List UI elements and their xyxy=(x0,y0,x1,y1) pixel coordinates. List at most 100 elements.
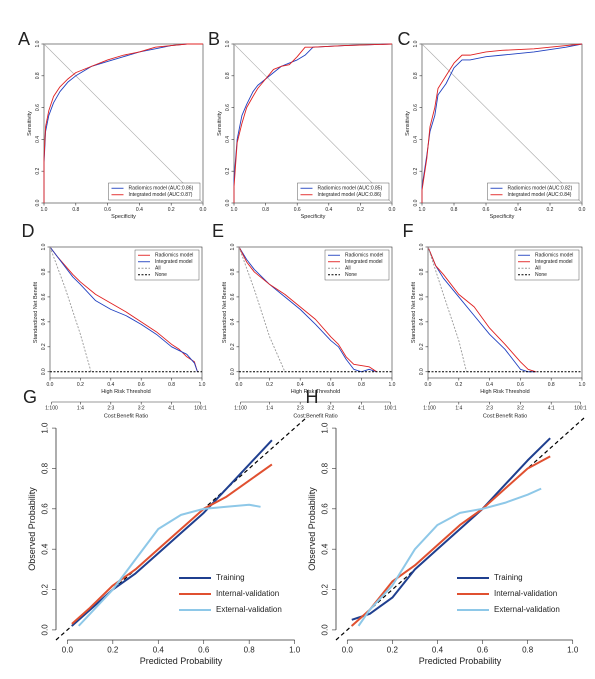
x-tick-label: 0.0 xyxy=(389,207,396,213)
x-axis-title: Specificity xyxy=(490,214,515,220)
x-tick-label: 0.6 xyxy=(138,382,145,388)
plot-frame xyxy=(49,246,203,379)
y-tick-label: 0.2 xyxy=(419,343,425,350)
y-tick-label: 0.4 xyxy=(419,318,425,325)
reference-diagonal xyxy=(43,43,204,204)
y-tick-label: 0.2 xyxy=(230,343,236,350)
x-axis-title: High Risk Threshold xyxy=(101,389,150,395)
series-line xyxy=(427,246,467,372)
x2-tick-label: 3:2 xyxy=(517,405,524,411)
legend-label: Integrated model xyxy=(345,259,383,265)
y-tick-label: 0.2 xyxy=(35,168,41,175)
legend-label: All xyxy=(345,266,351,272)
series-line xyxy=(49,246,198,372)
x-tick-label: 0.2 xyxy=(77,382,84,388)
y-tick-label: 0.4 xyxy=(225,136,231,143)
y-tick-label: 1.0 xyxy=(225,40,231,47)
legend-label: All xyxy=(155,266,161,272)
x2-tick-label: 3:2 xyxy=(138,405,145,411)
x-tick-label: 0.8 xyxy=(244,646,256,655)
y-tick-label: 0.0 xyxy=(41,368,47,375)
reference-diagonal xyxy=(421,43,583,204)
x2-tick-label: 3:2 xyxy=(327,405,334,411)
x-tick-label: 0.8 xyxy=(522,646,534,655)
x-axis-title: Predicted Probability xyxy=(419,656,502,666)
x-tick-label: 0.6 xyxy=(104,207,111,213)
x-tick-label: 0.0 xyxy=(47,382,54,388)
x2-tick-label: 100:1 xyxy=(574,405,587,411)
y-tick-label: 0.0 xyxy=(225,199,231,206)
y-tick-label: 0.2 xyxy=(41,583,50,595)
legend-label: Integrated model xyxy=(155,259,193,265)
legend-label: Integrated model xyxy=(535,259,573,265)
x2-tick-label: 2:3 xyxy=(486,405,493,411)
x-tick-label: 0.4 xyxy=(107,382,114,388)
series-line xyxy=(351,455,551,627)
legend-label: External-validation xyxy=(216,605,282,614)
y-tick-label: 0.6 xyxy=(419,293,425,300)
series-line xyxy=(77,503,261,627)
x2-tick-label: 1:4 xyxy=(455,405,462,411)
y-tick-label: 1.0 xyxy=(41,422,50,434)
x-tick-label: 0.4 xyxy=(486,382,493,388)
x-tick-label: 0.2 xyxy=(168,207,175,213)
series-line xyxy=(238,246,377,373)
panel-label: H xyxy=(306,387,319,407)
series-line xyxy=(49,246,198,372)
legend-label: None xyxy=(345,272,357,278)
y-tick-label: 0.6 xyxy=(225,104,231,111)
y-axis-title: Standardized Net Benefit xyxy=(411,281,417,343)
legend-label: Radiomics model (AUC:0.86) xyxy=(129,186,194,192)
x-tick-label: 1.0 xyxy=(579,382,586,388)
series-line xyxy=(233,43,393,203)
x-tick-label: 0.8 xyxy=(358,382,365,388)
series-line xyxy=(233,43,393,203)
x2-tick-label: 1:4 xyxy=(77,405,84,411)
x-tick-label: 0.2 xyxy=(387,646,399,655)
legend-label: None xyxy=(155,272,167,278)
x2-tick-label: 100:1 xyxy=(194,405,207,411)
y-tick-label: 0.8 xyxy=(230,268,236,275)
x-tick-label: 0.4 xyxy=(153,646,165,655)
legend-label: Radiomics model (AUC:0.85) xyxy=(318,186,383,192)
x2-tick-label: 1:4 xyxy=(266,405,273,411)
legend-box xyxy=(108,182,201,201)
x-tick-label: 1.0 xyxy=(419,207,426,213)
x-tick-label: 0.4 xyxy=(297,382,304,388)
y-axis-title: Sensitivity xyxy=(27,111,33,136)
y-tick-label: 0.8 xyxy=(419,268,425,275)
series-line xyxy=(351,437,551,621)
x-tick-label: 0.4 xyxy=(136,207,143,213)
legend-label: Radiomics model xyxy=(535,253,573,259)
plot-frame xyxy=(427,246,583,379)
y-tick-label: 0.4 xyxy=(35,136,41,143)
panel-label: C xyxy=(398,29,411,49)
y-tick-label: 0.0 xyxy=(321,624,330,636)
y-tick-label: 0.4 xyxy=(413,136,419,143)
x-tick-label: 0.4 xyxy=(432,646,444,655)
y-tick-label: 0.0 xyxy=(230,368,236,375)
x-tick-label: 0.8 xyxy=(451,207,458,213)
x-tick-label: 0.6 xyxy=(198,646,210,655)
x2-tick-label: 100:1 xyxy=(384,405,397,411)
x-tick-label: 0.8 xyxy=(72,207,79,213)
y-tick-label: 0.8 xyxy=(413,72,419,79)
x-tick-label: 0.8 xyxy=(548,382,555,388)
x-axis-title: High Risk Threshold xyxy=(291,389,340,395)
y-tick-label: 1.0 xyxy=(41,243,47,250)
legend-label: Internal-validation xyxy=(494,589,557,598)
series-line xyxy=(43,43,203,203)
series-line xyxy=(427,246,536,373)
plot-frame xyxy=(238,246,393,379)
x-tick-label: 0.0 xyxy=(425,382,432,388)
x-tick-label: 1.0 xyxy=(231,207,238,213)
x-tick-label: 0.0 xyxy=(342,646,354,655)
y-tick-label: 0.6 xyxy=(413,104,419,111)
series-line xyxy=(357,487,542,627)
series-line xyxy=(71,439,273,627)
x2-tick-label: 2:3 xyxy=(297,405,304,411)
panel-label: A xyxy=(18,29,30,49)
y-axis-title: Standardized Net Benefit xyxy=(222,281,228,343)
x2-axis-title: Cost:Benefit Ratio xyxy=(293,413,337,419)
legend-label: Radiomics model (AUC:0.82) xyxy=(508,186,573,192)
